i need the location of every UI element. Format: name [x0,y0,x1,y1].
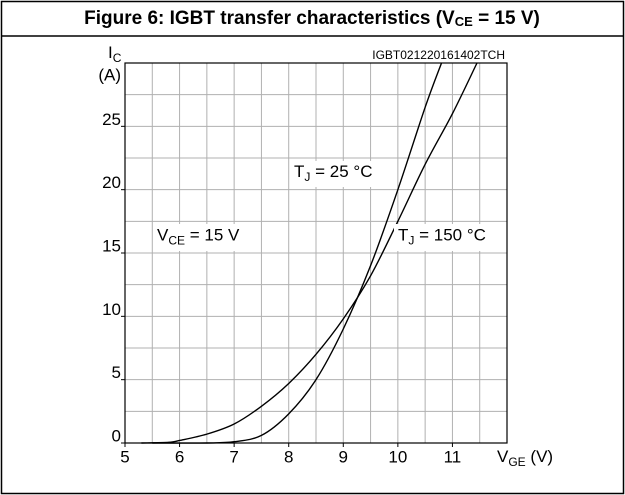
annotation-box [290,161,376,187]
y-axis-label-main: I [108,43,113,62]
y-tick-label: 25 [102,110,121,129]
annotation-main: T [294,162,304,181]
y-tick-label: 5 [112,363,121,382]
x-tick-label: 5 [120,447,129,466]
chart-title: Figure 6: IGBT transfer characteristics … [84,8,540,29]
x-axis-label-main: V [497,447,509,466]
annotation-box [394,224,506,251]
x-axis-label: VGE (V) [497,447,553,469]
y-tick-label: 20 [102,173,121,192]
annotation: TJ = 150 °C [398,226,486,248]
curve [152,62,443,444]
x-tick-label: 7 [229,447,238,466]
x-axis-label-sub: GE [508,455,525,469]
annotation-box [153,224,259,251]
plot-frame [124,62,508,444]
annotation: TJ = 25 °C [294,162,372,184]
annotation: VCE = 15 V [157,226,240,248]
watermark: IGBT021220161402TCH [372,48,505,62]
annotation-sub: CE [168,234,185,248]
annotation-rest: = 150 °C [414,226,486,245]
y-axis-unit: (A) [98,65,121,84]
title-main: Figure 6: IGBT transfer characteristics … [84,8,455,29]
curve [141,62,478,444]
annotation-main: V [157,226,169,245]
y-tick-label: 10 [102,300,121,319]
y-axis-label: IC [108,43,122,65]
x-tick-label: 11 [444,447,462,466]
x-tick-label: 8 [284,447,293,466]
annotation-main: T [398,226,408,245]
y-tick-label: 15 [102,236,121,255]
x-tick-label: 6 [175,447,184,466]
x-tick-label: 9 [339,447,348,466]
annotation-rest: = 15 V [185,226,240,245]
annotation-rest: = 25 °C [310,162,372,181]
annotation-sub: J [304,170,310,184]
title-sub: CE [455,14,473,29]
x-axis-label-rest: (V) [526,447,553,466]
y-axis-label-sub: C [113,51,122,65]
annotation-sub: J [408,234,414,248]
y-tick-label: 0 [112,426,121,445]
title-rest: = 15 V) [473,8,540,29]
x-tick-label: 10 [388,447,407,466]
